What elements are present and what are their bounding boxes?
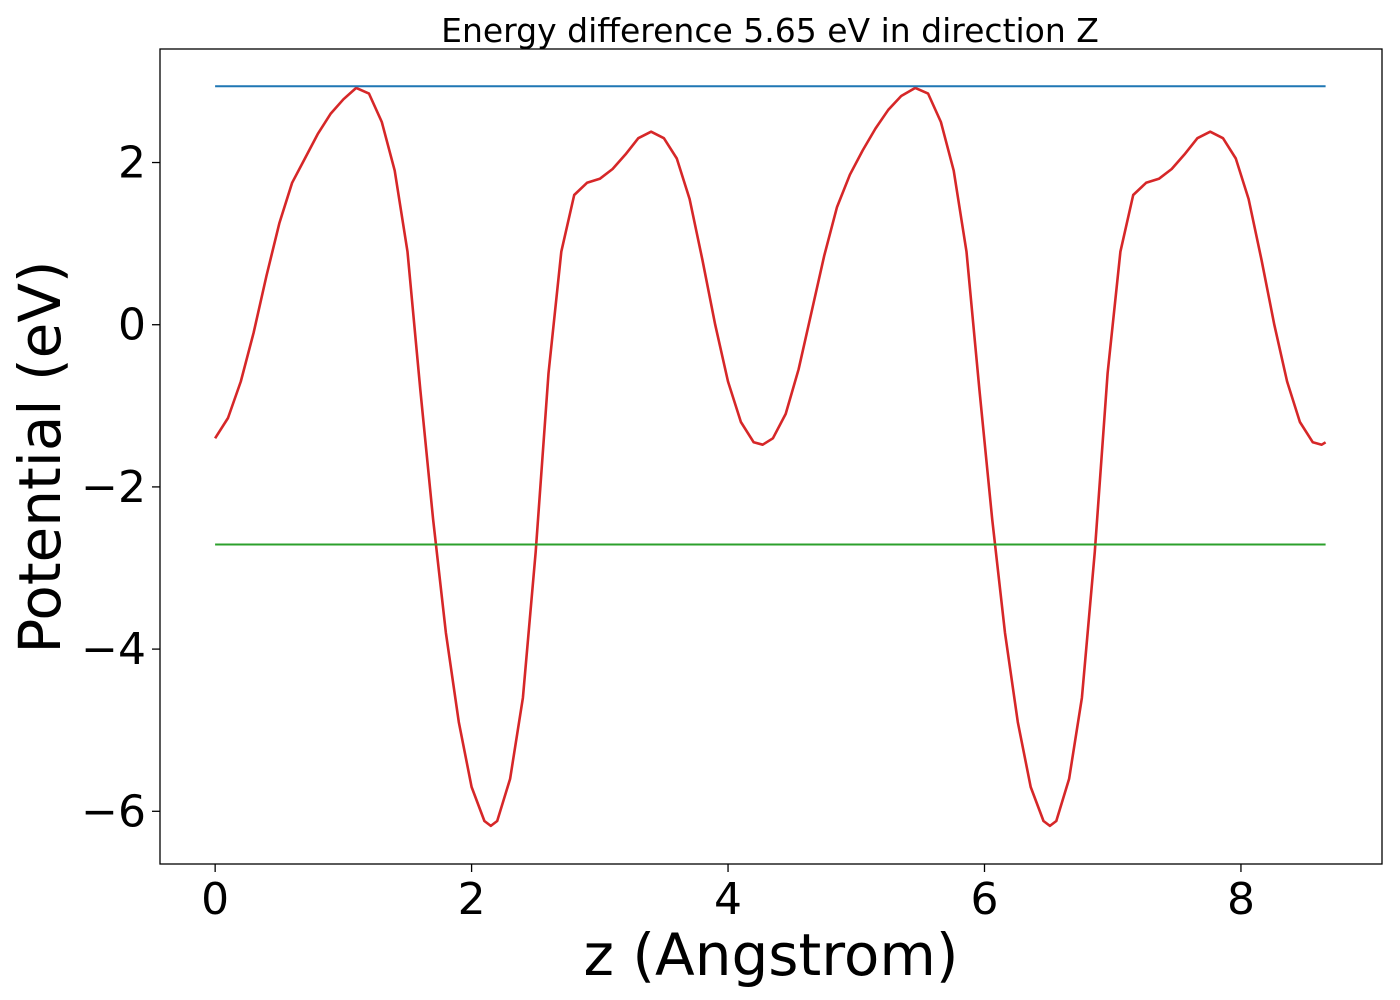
x-tick-label: 0 — [201, 874, 229, 925]
plot-lines — [214, 85, 1327, 828]
y-axis-label: Potential (eV) — [6, 260, 74, 653]
y-tick-label: 2 — [118, 138, 146, 189]
y-tick-label: −6 — [81, 786, 146, 837]
plot-frame — [159, 48, 1383, 865]
y-axis-ticks: −6 −4 −2 0 2 — [81, 138, 160, 837]
x-tick-label: 2 — [458, 874, 486, 925]
y-tick-label: 0 — [118, 300, 146, 351]
x-axis-ticks: 0 2 4 6 8 — [201, 864, 1255, 925]
potential-line — [214, 86, 1327, 828]
y-tick-label: −2 — [81, 462, 146, 513]
x-tick-label: 6 — [970, 874, 998, 925]
y-tick-label: −4 — [81, 624, 146, 675]
x-tick-label: 4 — [714, 874, 742, 925]
x-tick-label: 8 — [1227, 874, 1255, 925]
x-axis-label: z (Angstrom) — [584, 921, 959, 989]
chart-title: Energy difference 5.65 eV in direction Z — [441, 11, 1099, 50]
